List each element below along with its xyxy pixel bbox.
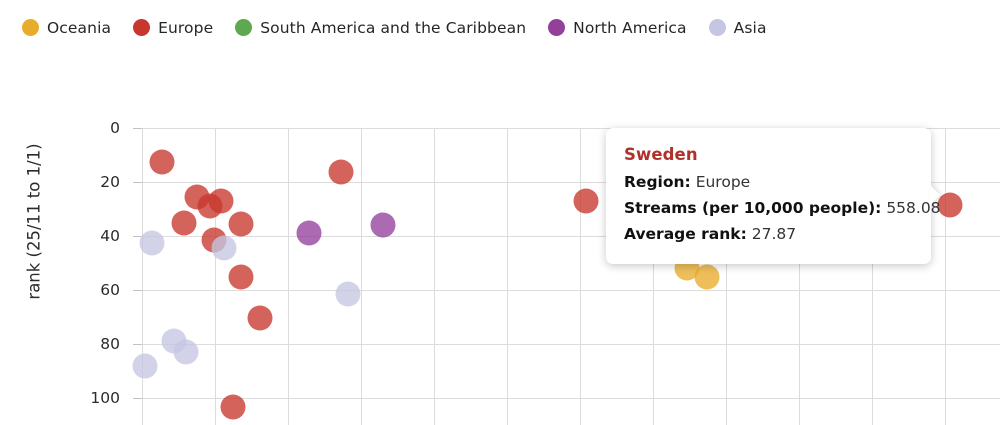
gridline-vertical (872, 128, 873, 425)
legend-color-dot-north-america (548, 19, 566, 36)
scatter-point-europe[interactable] (171, 210, 197, 236)
tooltip-title: Sweden (624, 145, 698, 164)
scatter-point-asia[interactable] (335, 281, 361, 307)
legend-label-south-america-and-the-caribbean: South America and the Caribbean (260, 18, 527, 37)
gridline-vertical (945, 128, 946, 425)
y-axis-tick-mark (133, 344, 142, 345)
y-axis-tick-label: 0 (110, 119, 120, 137)
y-axis: 0 20 40 60 80 100 (0, 119, 142, 425)
scatter-point-europe[interactable] (228, 211, 254, 237)
legend-item-north-america[interactable]: North America (548, 19, 687, 37)
gridline-vertical (799, 128, 800, 425)
gridline-horizontal (142, 290, 1000, 291)
scatter-point-north-america[interactable] (370, 212, 396, 238)
scatter-point-europe[interactable] (228, 264, 254, 290)
scatter-point-oceania[interactable] (694, 264, 720, 290)
gridline-horizontal (142, 128, 1000, 129)
data-point-tooltip: Sweden Region: Europe Streams (per 10,00… (606, 128, 941, 264)
y-axis-tick-label: 20 (100, 173, 120, 191)
y-axis-tick-mark (133, 290, 142, 291)
y-axis-tick-mark (133, 182, 142, 183)
y-axis-tick-mark (133, 236, 142, 237)
y-axis-title: rank (25/11 to 1/1) (24, 143, 44, 300)
tooltip-row-region: Region: Europe (624, 173, 751, 191)
gridline-vertical (580, 128, 581, 425)
scatter-point-europe[interactable] (937, 192, 963, 218)
plot-area (132, 128, 1000, 425)
gridline-vertical (288, 128, 289, 425)
legend-label-north-america: North America (573, 18, 687, 37)
gridline-horizontal (142, 182, 1000, 183)
legend-color-dot-europe (133, 19, 151, 36)
gridline-horizontal (142, 236, 1000, 237)
gridline-vertical (434, 128, 435, 425)
y-axis-tick-label: 60 (100, 281, 120, 299)
legend-color-dot-oceania (22, 19, 39, 36)
legend-item-south-america-and-the-caribbean[interactable]: South America and the Caribbean (235, 19, 526, 37)
legend-item-asia[interactable]: Asia (708, 18, 767, 37)
scatter-point-europe[interactable] (220, 394, 246, 420)
scatter-point-asia[interactable] (139, 230, 165, 256)
y-axis-tick-label: 100 (90, 389, 120, 407)
legend-label-europe: Europe (158, 18, 214, 37)
scatter-point-europe[interactable] (149, 149, 175, 175)
tooltip-streams-value: 558.08 (886, 199, 941, 217)
gridline-vertical (215, 128, 216, 425)
tooltip-rank-key: Average rank (624, 225, 741, 243)
scatter-point-europe[interactable] (328, 159, 354, 185)
scatter-point-asia[interactable] (173, 339, 199, 365)
scatter-point-europe[interactable] (573, 188, 599, 214)
y-axis-tick-mark (133, 128, 142, 129)
tooltip-streams-key: Streams (per 10,000 people) (624, 199, 876, 217)
tooltip-region-value: Europe (695, 173, 751, 191)
legend-color-dot-asia (708, 19, 726, 36)
scatter-point-asia[interactable] (132, 353, 158, 379)
gridline-vertical (653, 128, 654, 425)
tooltip-row-streams: Streams (per 10,000 people): 558.08 (624, 199, 941, 217)
gridline-vertical (142, 128, 143, 425)
y-axis-tick-mark (133, 398, 142, 399)
gridline-vertical (726, 128, 727, 425)
tooltip-caret-icon (930, 185, 940, 205)
legend-color-dot-south-america-and-the-caribbean (235, 19, 253, 36)
scatter-point-asia[interactable] (211, 235, 237, 261)
chart-legend: Oceania Europe South America and the Car… (0, 0, 1000, 55)
legend-item-oceania[interactable]: Oceania (22, 19, 111, 37)
scatter-point-north-america[interactable] (296, 220, 322, 246)
gridline-vertical (361, 128, 362, 425)
y-axis-tick-label: 80 (100, 335, 120, 353)
gridline-horizontal (142, 344, 1000, 345)
legend-item-europe[interactable]: Europe (133, 19, 213, 37)
legend-label-asia: Asia (733, 18, 767, 37)
tooltip-rank-value: 27.87 (751, 225, 797, 243)
y-axis-tick-label: 40 (100, 227, 120, 245)
gridline-vertical (507, 128, 508, 425)
scatter-point-europe[interactable] (208, 188, 234, 214)
scatter-point-europe[interactable] (247, 305, 273, 331)
tooltip-row-average-rank: Average rank: 27.87 (624, 225, 797, 243)
tooltip-region-key: Region (624, 173, 685, 191)
legend-label-oceania: Oceania (47, 18, 112, 37)
gridline-horizontal (142, 398, 1000, 399)
